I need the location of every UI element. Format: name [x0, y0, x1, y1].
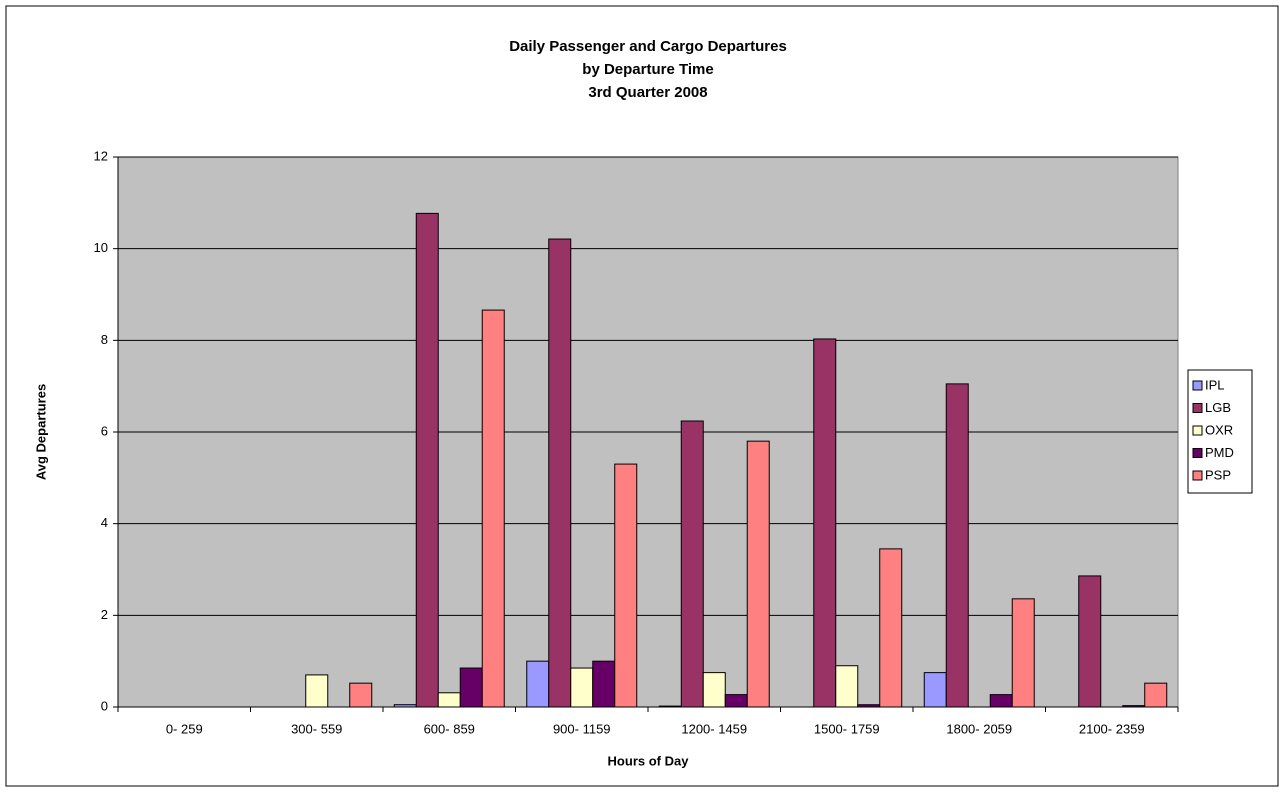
- bar: [724, 694, 748, 708]
- bar: [1122, 705, 1146, 708]
- bar: [879, 548, 903, 708]
- y-tick-label: 0: [101, 698, 108, 713]
- bar: [548, 238, 572, 708]
- bar: [570, 667, 594, 708]
- x-tick-label: 2100- 2359: [1079, 721, 1145, 736]
- bar: [393, 704, 417, 708]
- bar: [658, 705, 682, 708]
- y-tick-label: 4: [101, 515, 108, 530]
- bar: [526, 660, 550, 708]
- legend-label: LGB: [1205, 400, 1231, 415]
- chart-title: Daily Passenger and Cargo Departures: [509, 38, 787, 55]
- y-tick-label: 2: [101, 607, 108, 622]
- y-tick-label: 8: [101, 332, 108, 347]
- legend-swatch: [1192, 380, 1203, 391]
- legend-label: IPL: [1205, 377, 1225, 392]
- legend-label: PSP: [1205, 467, 1231, 482]
- bar: [305, 674, 329, 708]
- legend-label: OXR: [1205, 422, 1233, 437]
- x-tick-label: 1800- 2059: [946, 721, 1012, 736]
- bar: [857, 704, 881, 708]
- y-tick-label: 6: [101, 423, 108, 438]
- legend-swatch: [1192, 448, 1203, 458]
- bar: [680, 420, 704, 708]
- bar: [592, 660, 616, 708]
- bar: [437, 692, 461, 708]
- bar: [415, 212, 439, 708]
- bar: [459, 667, 483, 708]
- legend-swatch: [1192, 470, 1203, 481]
- bar: [481, 309, 505, 708]
- x-axis-title: Hours of Day: [608, 753, 690, 768]
- legend-swatch: [1192, 425, 1203, 436]
- chart-title: by Departure Time: [582, 61, 713, 78]
- x-tick-label: 300- 559: [291, 721, 342, 736]
- chart-title: 3rd Quarter 2008: [588, 84, 707, 101]
- bar: [923, 672, 947, 708]
- x-tick-label: 1500- 1759: [814, 721, 880, 736]
- bar: [945, 383, 969, 708]
- legend-swatch: [1192, 403, 1203, 413]
- bar: [813, 338, 837, 708]
- bar: [1078, 575, 1102, 708]
- bar: [746, 440, 770, 708]
- x-tick-label: 0- 259: [166, 721, 203, 736]
- legend-label: PMD: [1205, 445, 1234, 460]
- y-tick-label: 10: [94, 240, 108, 255]
- bar: [989, 694, 1013, 708]
- y-axis-title: Avg Departures: [33, 384, 48, 480]
- bar: [702, 672, 726, 708]
- bar: [1144, 682, 1168, 708]
- x-tick-label: 900- 1159: [553, 721, 611, 736]
- bar: [1011, 598, 1035, 708]
- bar: [614, 463, 638, 708]
- x-tick-label: 1200- 1459: [681, 721, 747, 736]
- bar: [349, 682, 373, 708]
- bar: [835, 665, 859, 708]
- x-tick-label: 600- 859: [424, 721, 475, 736]
- y-tick-label: 12: [94, 148, 108, 163]
